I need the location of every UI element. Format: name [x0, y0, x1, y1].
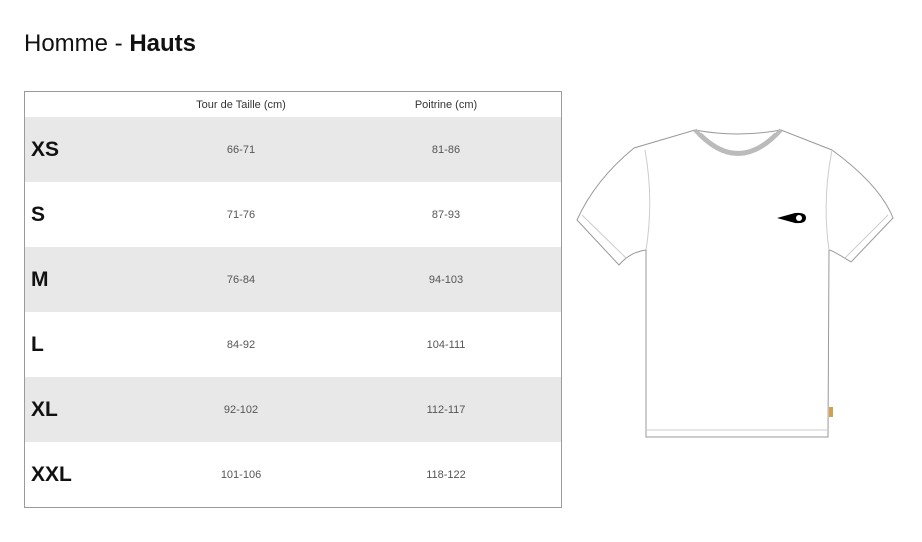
size-label: XS	[24, 117, 151, 182]
collar-icon	[693, 128, 783, 156]
waist-cell: 101-106	[220, 468, 262, 481]
title-bold: Hauts	[129, 30, 197, 57]
table-header: Tour de Taille (cm) Poitrine (cm)	[25, 92, 562, 118]
waist-cell: 76-84	[151, 247, 331, 312]
comet-logo-icon	[777, 212, 806, 224]
table-row: S 71-76 87-93	[25, 182, 562, 247]
table-row: XS 66-71 81-86	[24, 117, 562, 182]
waist-cell: 92-102	[151, 377, 331, 442]
waist-cell: 66-71	[151, 117, 331, 182]
size-label: L	[31, 332, 44, 356]
chest-cell: 118-122	[426, 468, 466, 481]
header-waist: Tour de Taille (cm)	[196, 98, 286, 111]
chest-cell: 112-117	[331, 377, 562, 442]
size-label: XL	[24, 377, 151, 442]
size-label: S	[31, 202, 46, 226]
table-row: XXL 101-106 118-122	[25, 442, 562, 508]
waist-cell: 84-92	[226, 338, 256, 351]
header-size	[25, 92, 152, 118]
size-chart-table: Tour de Taille (cm) Poitrine (cm) XS 66-7…	[24, 91, 562, 508]
title-prefix: Homme -	[24, 30, 130, 57]
chest-cell: 81-86	[331, 117, 562, 182]
tshirt-body-outline	[576, 129, 894, 438]
table-row: XL 92-102 112-117	[24, 377, 562, 442]
size-label: M	[24, 247, 151, 312]
label-tag-icon	[829, 407, 833, 417]
table-row: L 84-92 104-111	[25, 312, 562, 377]
chest-cell: 87-93	[431, 208, 461, 221]
header-chest: Poitrine (cm)	[414, 98, 478, 111]
chest-cell: 94-103	[331, 247, 562, 312]
chest-cell: 104-111	[426, 338, 466, 351]
table-row: M 76-84 94-103	[24, 247, 562, 312]
size-label: XXL	[31, 462, 72, 486]
page-title: Homme - Hauts	[24, 30, 196, 58]
tshirt-illustration	[576, 128, 894, 438]
waist-cell: 71-76	[226, 208, 256, 221]
